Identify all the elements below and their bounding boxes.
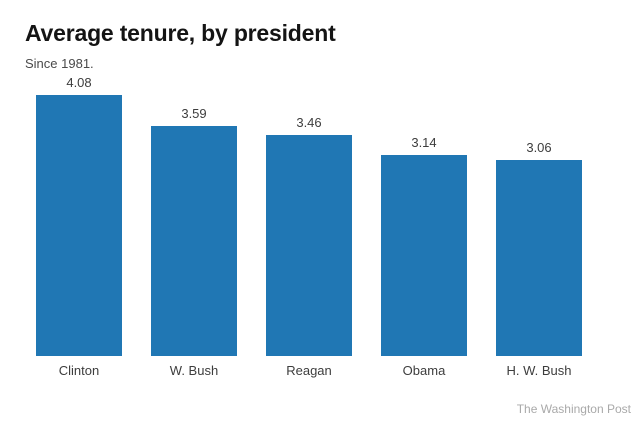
- bar-group-w-bush: 3.59 W. Bush: [151, 0, 237, 378]
- bar-chart: 4.08 Clinton 3.59 W. Bush 3.46 Reagan 3.14 Obam…: [36, 0, 582, 378]
- bar-group-obama: 3.14 Obama: [381, 0, 467, 378]
- bar-value-label: 3.14: [411, 135, 437, 150]
- bar-w-bush: [151, 126, 237, 356]
- category-label-w-bush: W. Bush: [169, 363, 219, 378]
- category-label-obama: Obama: [402, 363, 446, 378]
- bar-value-label: 3.59: [181, 106, 207, 121]
- bar-clinton: [36, 95, 122, 356]
- category-label-reagan: Reagan: [286, 363, 332, 378]
- bar-value-label: 4.08: [66, 75, 92, 90]
- category-label-clinton: Clinton: [58, 363, 100, 378]
- bar-group-reagan: 3.46 Reagan: [266, 0, 352, 378]
- category-label-h-w-bush: H. W. Bush: [506, 363, 572, 378]
- bar-reagan: [266, 135, 352, 356]
- bar-group-h-w-bush: 3.06 H. W. Bush: [496, 0, 582, 378]
- bar-h-w-bush: [496, 160, 582, 356]
- bar-group-clinton: 4.08 Clinton: [36, 0, 122, 378]
- chart-title: Average tenure, by president: [25, 20, 336, 46]
- bar-obama: [381, 155, 467, 356]
- bar-value-label: 3.46: [296, 115, 322, 130]
- chart-subtitle: Since 1981.: [25, 56, 94, 71]
- bar-value-label: 3.06: [526, 140, 552, 155]
- source-credit: The Washington Post: [516, 402, 631, 416]
